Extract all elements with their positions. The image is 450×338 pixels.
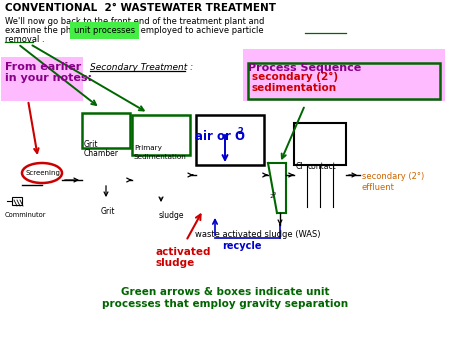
Text: 2: 2 [237, 127, 243, 136]
Text: in your notes:: in your notes: [5, 73, 92, 83]
Text: Process Sequence: Process Sequence [248, 63, 361, 73]
Bar [248, 63, 440, 99]
Text: Chamber: Chamber [84, 149, 119, 158]
Text: examine the physical: examine the physical [5, 26, 98, 35]
Bar [82, 113, 130, 148]
Text: Secondary Treatment :: Secondary Treatment : [90, 63, 193, 72]
Bar [294, 123, 346, 165]
Text: Grit: Grit [84, 140, 99, 149]
Text: o: o [273, 191, 276, 196]
Text: sludge: sludge [155, 258, 194, 268]
Bar [12, 197, 22, 205]
Text: waste activated sludge (WAS): waste activated sludge (WAS) [195, 230, 320, 239]
Text: Grit: Grit [101, 207, 116, 216]
Text: secondary (2°): secondary (2°) [362, 172, 424, 181]
Bar [132, 115, 190, 155]
Text: Screening: Screening [25, 170, 60, 176]
Text: Sedimentation: Sedimentation [134, 154, 187, 160]
Text: Comminutor: Comminutor [5, 212, 46, 218]
Text: sedimentation: sedimentation [252, 83, 337, 93]
Text: Primary: Primary [134, 145, 162, 151]
FancyBboxPatch shape [1, 57, 83, 101]
Text: employed to achieve particle: employed to achieve particle [138, 26, 264, 35]
Text: effluent: effluent [362, 183, 395, 192]
Text: From earlier: From earlier [5, 62, 81, 72]
Text: activated: activated [155, 247, 211, 257]
Text: removal .: removal . [5, 35, 45, 44]
Text: Cl: Cl [296, 162, 303, 171]
Text: CONVENTIONAL  2° WASTEWATER TREATMENT: CONVENTIONAL 2° WASTEWATER TREATMENT [5, 3, 276, 13]
Text: 2: 2 [269, 194, 273, 199]
Text: sludge: sludge [159, 211, 184, 220]
Text: Green arrows & boxes indicate unit: Green arrows & boxes indicate unit [121, 287, 329, 297]
Text: We'll now go back to the front end of the treatment plant and: We'll now go back to the front end of th… [5, 17, 265, 26]
Bar [196, 115, 264, 165]
Text: recycle: recycle [222, 241, 261, 251]
Text: air or O: air or O [195, 130, 245, 143]
Text: processes that employ gravity separation: processes that employ gravity separation [102, 299, 348, 309]
Text: contact: contact [308, 162, 337, 171]
FancyBboxPatch shape [243, 49, 445, 101]
Text: secondary (2°): secondary (2°) [252, 72, 338, 82]
Text: unit processes: unit processes [74, 26, 135, 35]
